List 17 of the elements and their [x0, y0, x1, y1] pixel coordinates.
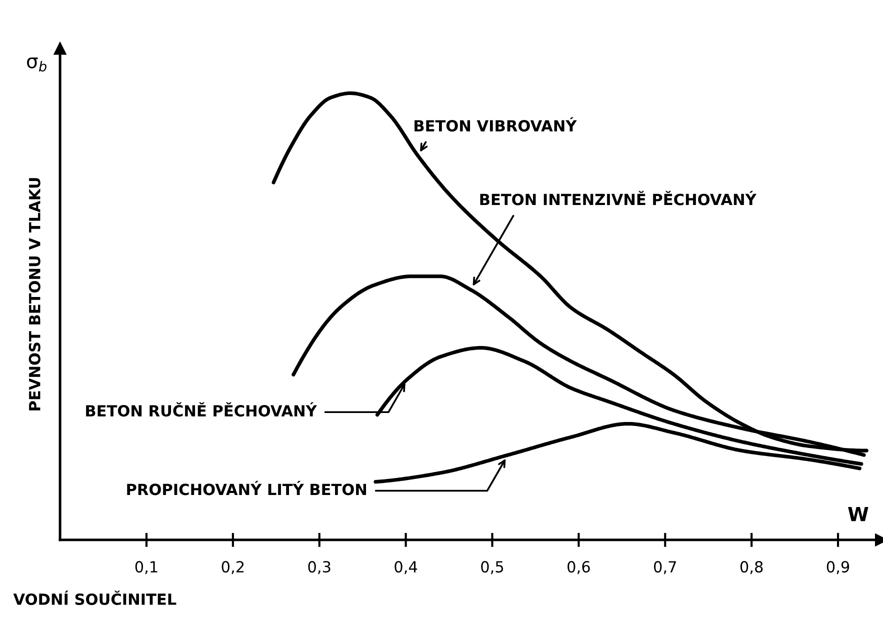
x-tick-label: 0,7 [654, 561, 676, 574]
y-axis-title: PEVNOST BETONU V TLAKU [28, 178, 40, 410]
x-tick-label: 0,9 [826, 561, 850, 574]
x-tick-label: 0,1 [135, 561, 158, 574]
text: BETON RUČNĚ PĚCHOVANÝ [86, 402, 318, 417]
series-label: PROPICHOVANÝ LITÝ BETON [127, 480, 366, 496]
x-tick-label: 0,6 [568, 561, 590, 574]
x-tick-label: 0,8 [740, 561, 763, 574]
x-tick-label: 0,2 [222, 561, 244, 574]
series-label: BETON VIBROVANÝ [414, 117, 577, 132]
x-tick-label: 0,5 [481, 561, 504, 574]
annotation: W [848, 506, 868, 522]
x-tick-label: 0,3 [308, 561, 330, 574]
text: BETON INTENZIVNĚ PĚCHOVANÝ [480, 190, 757, 206]
x-axis-title: VODNÍ SOUČINITEL [13, 590, 176, 606]
x-tick-label: 0,4 [394, 561, 418, 574]
text: σ$_{b}$ [27, 58, 46, 72]
